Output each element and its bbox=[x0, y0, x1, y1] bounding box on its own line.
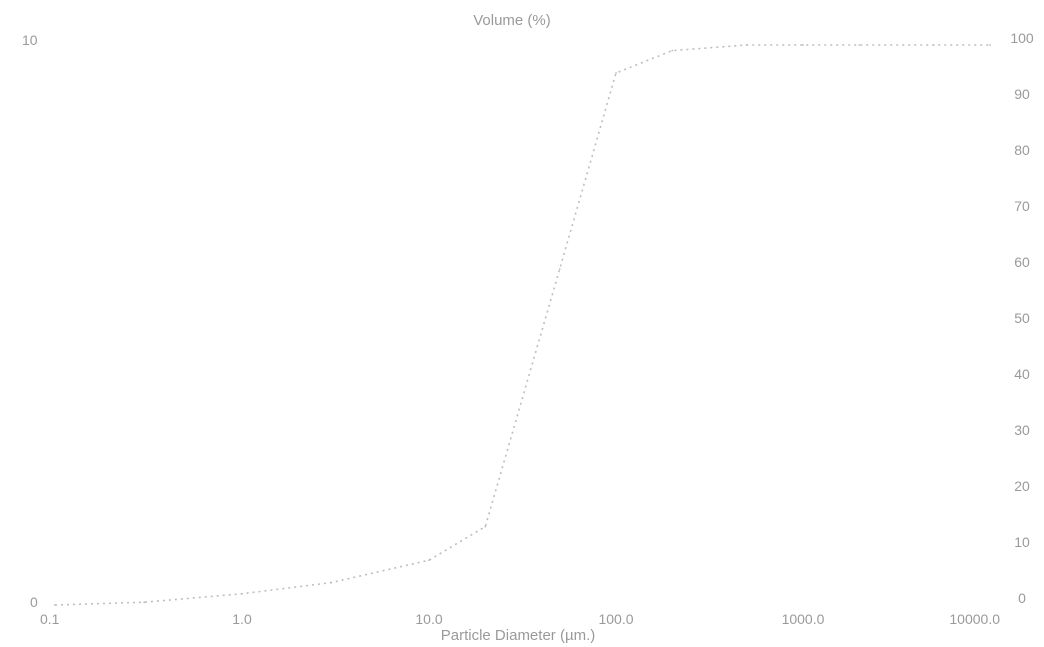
series-point bbox=[671, 49, 674, 52]
x-axis-ticks: 0.1 1.0 10.0 100.0 1000.0 10000.0 bbox=[40, 611, 1000, 627]
right-y-tick-label: 80 bbox=[1014, 142, 1030, 158]
series-point bbox=[241, 592, 243, 595]
right-y-tick-label: 30 bbox=[1014, 422, 1030, 438]
right-y-tick-label: 10 bbox=[1014, 534, 1030, 550]
series-point bbox=[428, 559, 430, 562]
right-y-tick-label: 100 bbox=[1010, 30, 1034, 46]
series-point bbox=[615, 72, 617, 74]
series-point bbox=[54, 604, 56, 606]
x-tick-label: 1.0 bbox=[232, 611, 252, 627]
series-point bbox=[143, 601, 146, 604]
x-tick-label: 10.0 bbox=[415, 611, 442, 627]
right-y-tick-label: 60 bbox=[1014, 254, 1030, 270]
left-y-axis-ticks: 0 10 bbox=[22, 32, 38, 610]
right-y-tick-label: 0 bbox=[1018, 590, 1026, 606]
x-axis-label: Particle Diameter (µm.) bbox=[441, 627, 596, 644]
series-layer bbox=[54, 44, 991, 606]
series-point bbox=[745, 44, 748, 46]
right-y-axis-ticks: 0 10 20 30 40 50 60 70 80 90 100 bbox=[1010, 30, 1034, 606]
series-point bbox=[989, 44, 991, 46]
right-y-tick-label: 90 bbox=[1014, 86, 1030, 102]
series-line bbox=[54, 44, 990, 606]
left-y-tick-label: 0 bbox=[30, 594, 38, 610]
x-tick-label: 100.0 bbox=[598, 611, 633, 627]
x-tick-label: 10000.0 bbox=[949, 611, 1000, 627]
x-tick-label: 0.1 bbox=[40, 611, 60, 627]
left-y-tick-label: 10 bbox=[22, 32, 38, 48]
series-point bbox=[802, 44, 804, 46]
series-point bbox=[484, 525, 487, 528]
right-y-tick-label: 50 bbox=[1014, 310, 1030, 326]
series-point bbox=[932, 44, 935, 46]
series-point bbox=[558, 268, 561, 270]
right-y-tick-label: 40 bbox=[1014, 366, 1030, 382]
x-tick-label: 1000.0 bbox=[782, 611, 825, 627]
right-y-tick-label: 70 bbox=[1014, 198, 1030, 214]
series-point bbox=[330, 581, 333, 584]
chart-title: Volume (%) bbox=[473, 12, 551, 29]
series-point bbox=[858, 44, 861, 46]
right-y-tick-label: 20 bbox=[1014, 478, 1030, 494]
